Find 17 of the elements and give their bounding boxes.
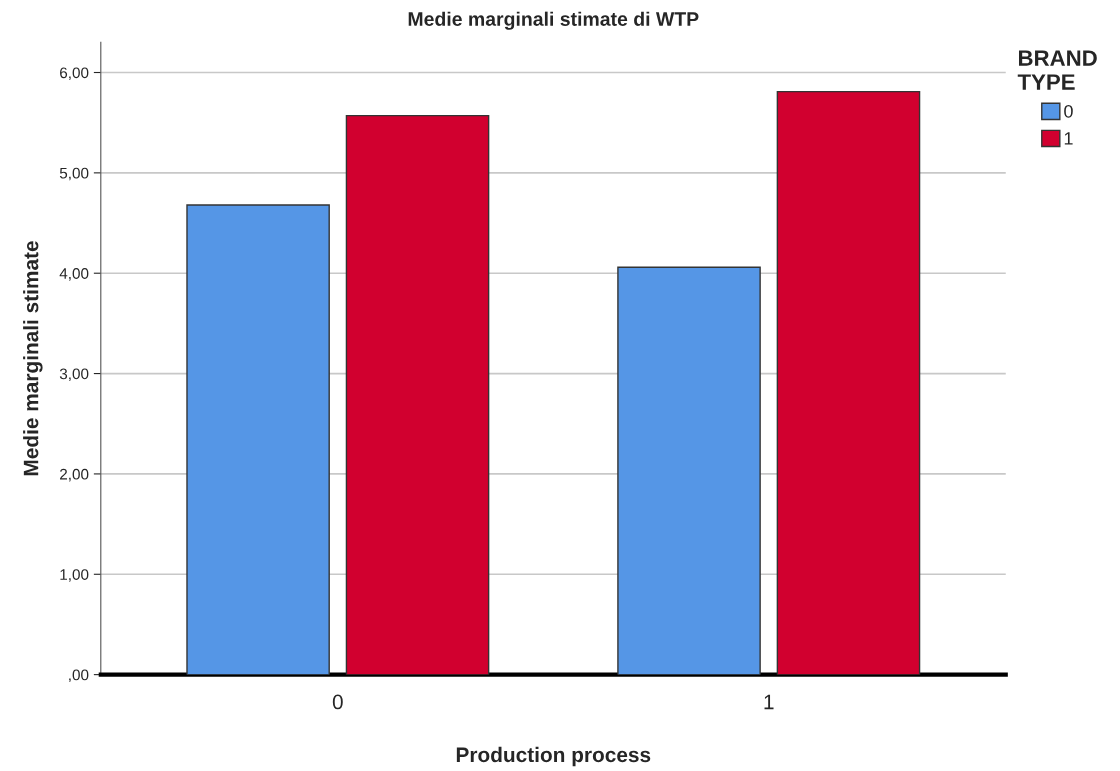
y-tick-label: 4,00 (59, 268, 89, 281)
bar (617, 266, 761, 675)
bar (345, 114, 490, 675)
y-axis-title: Medie marginali stimate (23, 241, 43, 476)
legend-title: BRAND TYPE (1017, 50, 1097, 90)
bar (776, 90, 921, 675)
y-tick-label: 3,00 (59, 368, 89, 382)
legend-label: 0 (1064, 104, 1073, 118)
bar (186, 204, 330, 675)
y-tick-label: 2,00 (60, 468, 89, 482)
chart-title: Medie marginali stimate di WTP (408, 11, 699, 30)
y-tick-label: 5,00 (59, 167, 89, 181)
y-tick-label: 6,00 (60, 67, 89, 80)
x-axis-title: Production process (456, 746, 651, 767)
y-tick-label: ,00 (69, 669, 89, 683)
y-tick-label: 1,00 (60, 569, 89, 582)
legend-label: 1 (1064, 132, 1073, 145)
